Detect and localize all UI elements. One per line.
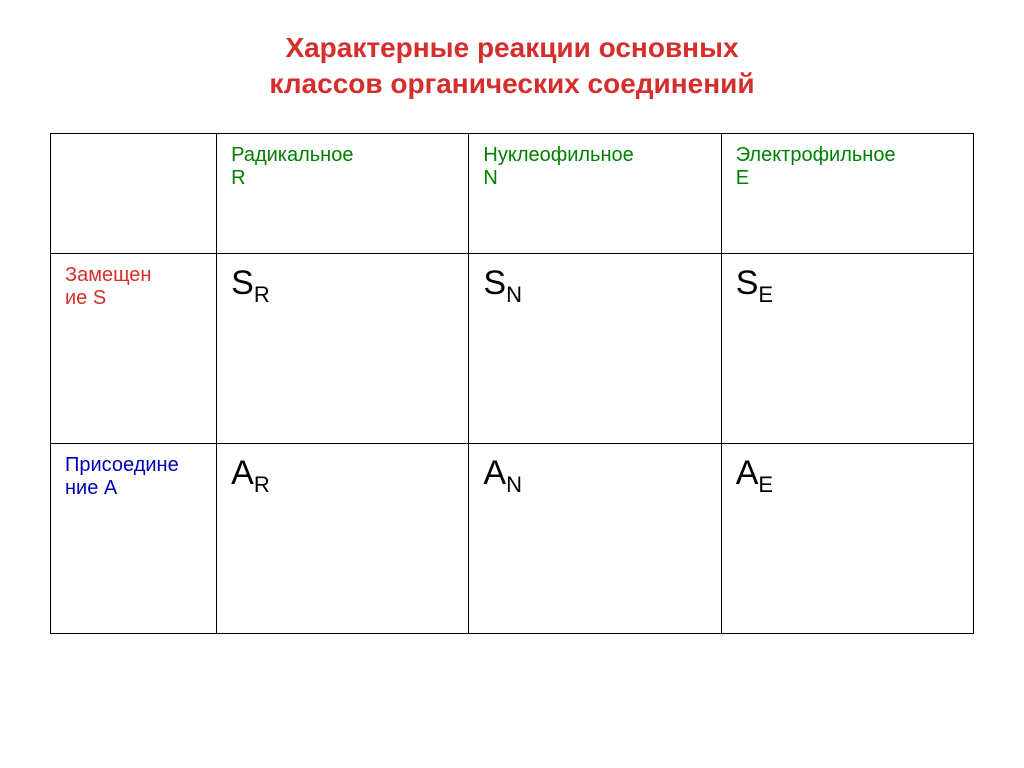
row-a-line2: ние A (65, 477, 117, 499)
cell-an: AN (469, 443, 721, 633)
header-radical: Радикальное R (217, 133, 469, 253)
header-radical-line2: R (231, 167, 245, 189)
ae-sub: E (758, 472, 773, 497)
title-line-1: Характерные реакции основных (285, 32, 738, 63)
header-electrophilic: Электрофильное E (721, 133, 973, 253)
cell-se: SE (721, 253, 973, 443)
slide-title: Характерные реакции основных классов орг… (50, 30, 974, 103)
header-radical-line1: Радикальное (231, 144, 353, 166)
sr-sub: R (254, 282, 270, 307)
row-s-line2: ие S (65, 287, 106, 309)
sn-main: S (483, 264, 506, 302)
header-electro-line1: Электрофильное (736, 144, 896, 166)
header-nucleophilic: Нуклеофильное N (469, 133, 721, 253)
header-electro-line2: E (736, 167, 749, 189)
sn-sub: N (506, 282, 522, 307)
ar-main: A (231, 454, 254, 492)
table-header-row: Радикальное R Нуклеофильное N Электрофил… (51, 133, 974, 253)
cell-ae: AE (721, 443, 973, 633)
reactions-table: Радикальное R Нуклеофильное N Электрофил… (50, 133, 974, 634)
row-label-substitution: Замещен ие S (51, 253, 217, 443)
se-main: S (736, 264, 759, 302)
sr-main: S (231, 264, 254, 302)
row-s-line1: Замещен (65, 264, 151, 286)
table-row-addition: Присоедине ние A AR AN AE (51, 443, 974, 633)
cell-sr: SR (217, 253, 469, 443)
se-sub: E (758, 282, 773, 307)
header-nucleo-line2: N (483, 167, 497, 189)
row-a-line1: Присоедине (65, 454, 179, 476)
row-label-addition: Присоедине ние A (51, 443, 217, 633)
ae-main: A (736, 454, 759, 492)
cell-sn: SN (469, 253, 721, 443)
ar-sub: R (254, 472, 270, 497)
an-main: A (483, 454, 506, 492)
table-row-substitution: Замещен ие S SR SN SE (51, 253, 974, 443)
title-line-2: классов органических соединений (269, 68, 754, 99)
header-nucleo-line1: Нуклеофильное (483, 144, 633, 166)
header-empty-cell (51, 133, 217, 253)
cell-ar: AR (217, 443, 469, 633)
an-sub: N (506, 472, 522, 497)
